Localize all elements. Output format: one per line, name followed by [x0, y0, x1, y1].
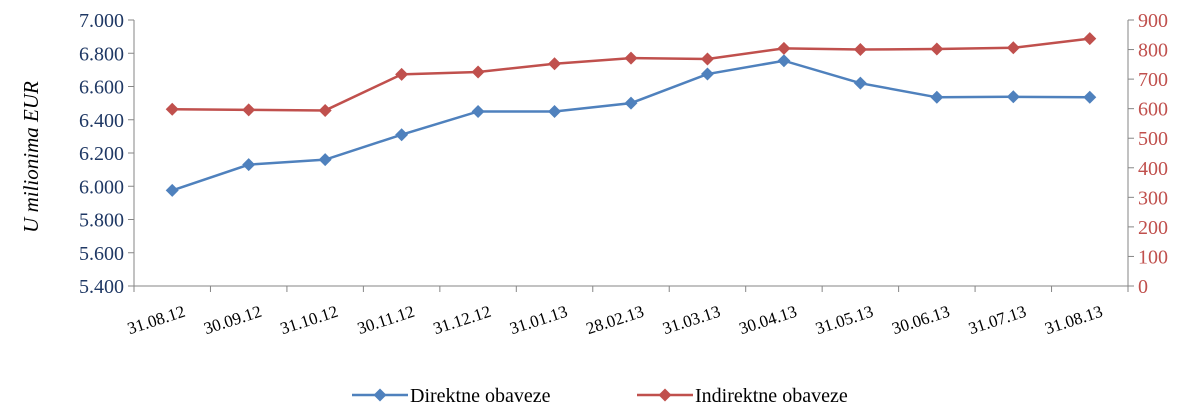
- data-point-series-1: [1006, 90, 1020, 104]
- series-group: [165, 32, 1097, 197]
- data-point-series-1: [395, 128, 409, 142]
- left-axis-ticks: 5.400 5.600 5.800 6.000 6.200 6.400 6.600 6.800…: [79, 10, 134, 298]
- data-point-series-2: [1006, 41, 1020, 55]
- left-tick-label: 6.000: [79, 176, 124, 198]
- left-tick-label: 6.200: [79, 143, 124, 165]
- x-tick-label: 30.11.12: [355, 302, 417, 338]
- legend-marker-2: [658, 388, 672, 402]
- right-tick-label: 600: [1138, 99, 1168, 121]
- data-point-series-2: [471, 65, 485, 79]
- x-tick-label: 31.10.12: [278, 302, 340, 338]
- data-point-series-2: [853, 43, 867, 57]
- x-tick-label: 28.02.13: [584, 302, 646, 338]
- data-point-series-1: [318, 153, 332, 167]
- data-point-series-2: [700, 52, 714, 66]
- x-tick-label: 31.08.13: [1043, 302, 1105, 338]
- right-tick-label: 0: [1138, 276, 1148, 298]
- right-tick-label: 100: [1138, 246, 1168, 268]
- data-point-series-1: [853, 76, 867, 90]
- right-tick-label: 200: [1138, 217, 1168, 239]
- x-tick-label: 31.07.13: [966, 302, 1028, 338]
- data-point-series-2: [624, 51, 638, 65]
- right-axis-ticks: 0 100 200 300 400 500 600 700 800 900: [1128, 10, 1168, 298]
- x-tick-label: 31.12.12: [431, 302, 493, 338]
- x-tick-label: 31.01.13: [507, 302, 569, 338]
- legend: Direktne obaveze Indirektne obaveze: [352, 385, 848, 407]
- left-tick-label: 6.400: [79, 110, 124, 132]
- x-tick-label: 30.09.12: [201, 302, 263, 338]
- right-tick-label: 400: [1138, 158, 1168, 180]
- legend-label-2: Indirektne obaveze: [695, 385, 848, 407]
- left-tick-label: 7.000: [79, 10, 124, 32]
- data-point-series-1: [624, 96, 638, 110]
- data-point-series-1: [471, 104, 485, 118]
- right-tick-label: 700: [1138, 69, 1168, 91]
- data-point-series-1: [700, 67, 714, 81]
- right-tick-label: 800: [1138, 40, 1168, 62]
- data-point-series-2: [1083, 32, 1097, 46]
- data-point-series-1: [242, 158, 256, 172]
- data-point-series-1: [548, 104, 562, 118]
- x-tick-label: 30.06.13: [890, 302, 952, 338]
- x-tick-label: 30.04.13: [737, 302, 799, 338]
- data-point-series-1: [165, 183, 179, 197]
- x-tick-label: 31.03.13: [660, 302, 722, 338]
- left-tick-label: 5.600: [79, 243, 124, 265]
- right-tick-label: 900: [1138, 10, 1168, 32]
- data-point-series-2: [548, 57, 562, 71]
- data-point-series-1: [1083, 90, 1097, 104]
- left-tick-label: 5.800: [79, 210, 124, 232]
- series-line-1: [171, 59, 1090, 192]
- x-tick-label: 31.05.13: [813, 302, 875, 338]
- y-axis-title: U milionima EUR: [19, 81, 43, 233]
- data-point-series-2: [930, 42, 944, 56]
- x-tick-label: 31.08.12: [125, 302, 187, 338]
- legend-label-1: Direktne obaveze: [410, 385, 551, 407]
- left-tick-label: 6.600: [79, 77, 124, 99]
- right-tick-label: 500: [1138, 128, 1168, 150]
- left-tick-label: 5.400: [79, 276, 124, 298]
- data-point-series-2: [165, 102, 179, 116]
- x-axis-ticks: 31.08.12 30.09.12 31.10.12 30.11.12 31.12.12…: [125, 286, 1129, 338]
- data-point-series-2: [242, 103, 256, 117]
- data-point-series-1: [777, 54, 791, 68]
- right-tick-label: 300: [1138, 187, 1168, 209]
- data-point-series-2: [777, 41, 791, 55]
- data-point-series-2: [318, 103, 332, 117]
- legend-marker-1: [373, 388, 387, 402]
- left-tick-label: 6.800: [79, 43, 124, 65]
- data-point-series-1: [930, 90, 944, 104]
- data-point-series-2: [395, 67, 409, 81]
